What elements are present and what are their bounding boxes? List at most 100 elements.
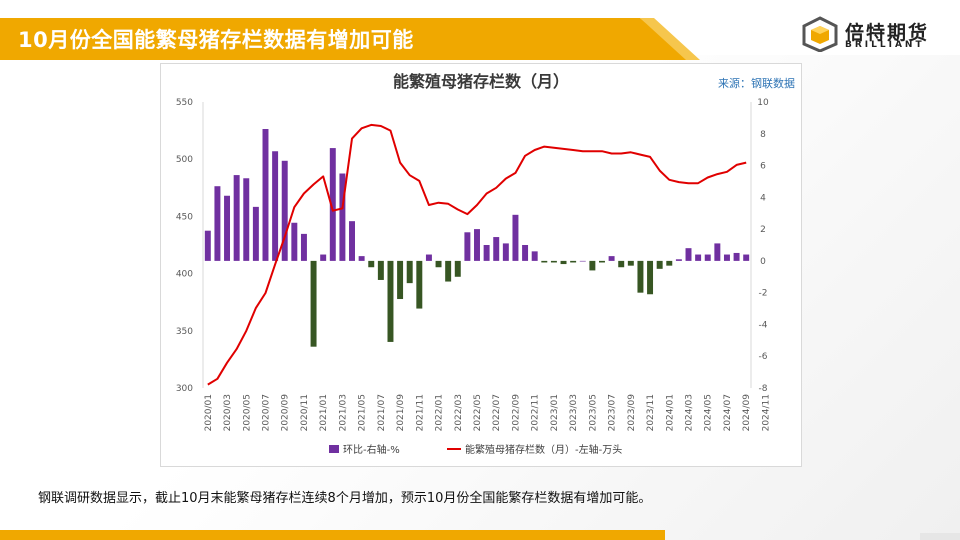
bar-mom-change xyxy=(474,229,480,261)
bar-mom-change xyxy=(445,260,452,282)
bar-mom-change xyxy=(733,252,740,261)
line-sow-inventory xyxy=(207,123,747,386)
right-tick-label: -4 xyxy=(759,320,768,330)
bar-mom-change xyxy=(531,251,538,261)
bar-mom-change xyxy=(483,245,490,261)
left-tick-label: 550 xyxy=(176,98,193,108)
bar-mom-change xyxy=(387,260,394,342)
bar-mom-change xyxy=(262,129,269,261)
bar-mom-change xyxy=(589,260,596,271)
right-tick-label: 4 xyxy=(760,193,766,203)
x-tick-label: 2020/07 xyxy=(261,394,271,431)
logo-name: 倍特期货 xyxy=(845,22,930,44)
bar-mom-change xyxy=(329,148,336,261)
cube-logo-icon xyxy=(802,16,838,53)
bar-mom-change xyxy=(243,178,250,261)
page-title: 10月份全国能繁母猪存栏数据有增加可能 xyxy=(18,28,414,52)
left-tick-label: 350 xyxy=(176,327,193,337)
bar-mom-change xyxy=(723,254,730,261)
bar-mom-change xyxy=(637,260,644,293)
right-tick-label: -2 xyxy=(759,289,768,299)
x-tick-label: 2024/05 xyxy=(704,394,714,431)
bar-mom-change xyxy=(570,260,577,263)
legend-swatch-bar xyxy=(329,445,339,453)
x-tick-label: 2021/05 xyxy=(358,394,368,431)
bar-mom-change xyxy=(685,248,692,261)
logo-en: BRILLIANT xyxy=(845,40,925,50)
bar-mom-change xyxy=(743,254,750,261)
x-tick-label: 2022/11 xyxy=(531,394,541,431)
bar-mom-change xyxy=(704,254,711,261)
left-tick-label: 400 xyxy=(176,270,193,280)
bar-mom-change xyxy=(714,243,721,261)
bar-mom-change xyxy=(627,260,634,266)
right-tick-label: -8 xyxy=(759,384,768,394)
legend-label-line: 能繁殖母猪存栏数（月）-左轴-万头 xyxy=(465,443,622,456)
bar-mom-change xyxy=(675,259,682,261)
x-tick-label: 2023/01 xyxy=(550,394,560,431)
bar-mom-change xyxy=(695,254,702,261)
chart-title: 能繁殖母猪存栏数（月） xyxy=(392,72,569,91)
x-tick-label: 2021/03 xyxy=(338,394,348,431)
x-tick-label: 2022/03 xyxy=(454,394,464,431)
x-tick-label: 2023/05 xyxy=(588,394,598,431)
chart-panel: 300 350 400 450 500 550 -8 -6 -4 -2 0 2 4 6 8 10 2020/01… xyxy=(160,63,802,467)
bar-mom-change xyxy=(224,195,231,261)
footer-bar xyxy=(0,530,665,540)
bar-mom-change xyxy=(349,221,355,261)
x-tick-label: 2024/11 xyxy=(761,394,771,431)
x-tick-label: 2021/11 xyxy=(415,394,425,431)
bar-mom-change xyxy=(464,232,471,261)
bar-mom-change xyxy=(560,260,567,265)
chart-canvas: 300 350 400 450 500 550 -8 -6 -4 -2 0 2 4 6 8 10 2020/01… xyxy=(176,98,772,456)
right-tick-label: 6 xyxy=(760,162,766,172)
bar-mom-change xyxy=(502,243,509,261)
left-tick-label: 450 xyxy=(176,212,193,222)
x-tick-label: 2020/11 xyxy=(300,394,310,431)
chart-source: 来源：钢联数据 xyxy=(718,77,795,90)
bar-mom-change xyxy=(204,230,211,261)
x-tick-label: 2023/09 xyxy=(627,394,637,432)
bar-mom-change xyxy=(339,173,346,261)
bar-mom-change xyxy=(214,186,221,261)
x-tick-label: 2022/09 xyxy=(511,394,521,432)
bar-mom-change xyxy=(397,260,404,300)
left-tick-label: 500 xyxy=(176,155,193,165)
x-tick-label: 2020/09 xyxy=(281,394,291,432)
bar-mom-change xyxy=(291,222,298,261)
right-tick-label: 8 xyxy=(760,130,766,140)
x-tick-label: 2023/07 xyxy=(608,394,618,431)
bar-mom-change xyxy=(416,260,423,309)
bar-mom-change xyxy=(377,260,384,280)
bar-mom-change xyxy=(599,260,605,263)
x-tick-label: 2023/03 xyxy=(569,394,579,431)
x-tick-label: 2024/07 xyxy=(723,394,733,431)
bar-mom-change xyxy=(666,260,673,266)
bar-mom-change xyxy=(454,260,461,277)
x-tick-label: 2021/07 xyxy=(377,394,387,431)
footer-stripe xyxy=(920,533,960,540)
bar-mom-change xyxy=(310,260,317,347)
bar-mom-change xyxy=(541,260,548,263)
right-tick-label: 2 xyxy=(760,225,766,235)
x-tick-label: 2024/03 xyxy=(685,394,695,431)
bar-mom-change xyxy=(550,260,557,263)
x-tick-label: 2024/09 xyxy=(742,394,752,432)
caption-text: 钢联调研数据显示，截止10月末能繁母猪存栏连续8个月增加，预示10月份全国能繁存… xyxy=(38,491,652,506)
x-tick-label: 2020/03 xyxy=(223,394,233,431)
header-bar xyxy=(0,18,690,60)
bar-mom-change xyxy=(406,260,413,284)
x-tick-label: 2023/11 xyxy=(646,394,656,431)
x-tick-label: 2020/05 xyxy=(242,394,252,431)
right-tick-label: -6 xyxy=(759,352,768,362)
right-tick-label: 0 xyxy=(760,257,766,267)
bar-mom-change xyxy=(272,151,279,261)
bar-mom-change xyxy=(493,237,500,261)
bar-mom-change xyxy=(358,256,365,261)
brand-logo: 倍特期货 BRILLIANT xyxy=(800,16,940,53)
bar-mom-change xyxy=(281,160,288,261)
bar-mom-change xyxy=(656,260,663,269)
x-tick-label: 2021/01 xyxy=(319,394,329,431)
bar-mom-change xyxy=(435,260,442,268)
x-tick-label: 2021/09 xyxy=(396,394,406,432)
